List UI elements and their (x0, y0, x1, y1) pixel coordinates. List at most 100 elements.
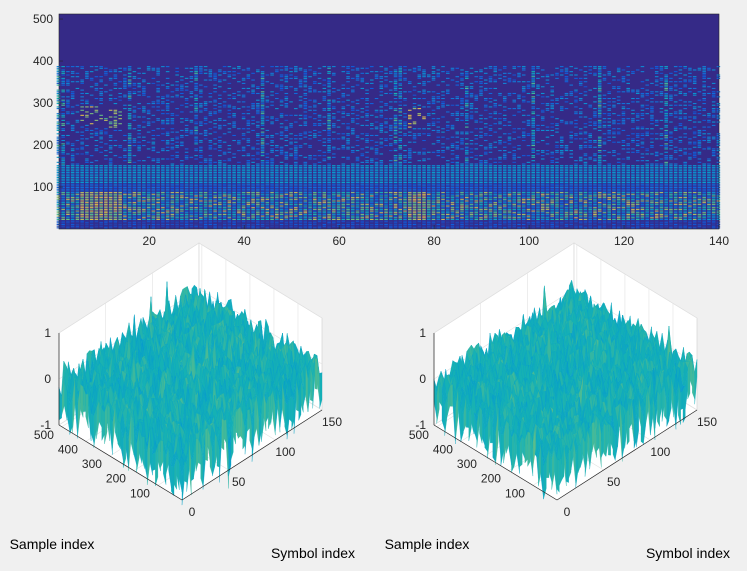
spectrogram-cell (294, 178, 298, 180)
spectrogram-cell (165, 171, 170, 173)
spectrogram-cell (146, 227, 151, 229)
spectrogram-cell (123, 190, 127, 192)
spectrogram-cell (265, 166, 270, 168)
spectrogram-cell (336, 218, 341, 221)
spectrogram-cell (260, 114, 265, 116)
spectrogram-cell (99, 114, 103, 116)
spectrogram-cell (351, 190, 355, 192)
spectrogram-cell (123, 82, 127, 84)
spectrogram-cell (132, 178, 137, 180)
spectrogram-cell (341, 101, 346, 103)
spectrogram-cell (275, 170, 279, 172)
spectrogram-cell (322, 222, 327, 224)
spectrogram-cell (137, 181, 141, 184)
spectrogram-cell (165, 82, 170, 84)
spectrogram-cell (70, 225, 75, 227)
spectrogram-cell (408, 166, 412, 168)
spectrogram-cell (180, 183, 184, 185)
spectrogram-cell (208, 92, 213, 95)
spectrogram-cell (294, 141, 298, 143)
spectrogram-cell (184, 151, 189, 153)
spectrogram-cell (108, 151, 113, 153)
spectrogram-cell (89, 190, 94, 192)
spectrogram-cell (351, 175, 355, 177)
spectrogram-cell (256, 92, 260, 95)
spectrogram-cell (270, 151, 274, 153)
spectrogram-cell (203, 161, 208, 163)
spectrogram-cell (436, 183, 441, 185)
spectrogram-cell (313, 165, 317, 167)
spectrogram-cell (237, 101, 241, 103)
spectrogram-cell (94, 69, 99, 71)
spectrogram-cell (351, 69, 355, 71)
spectrogram-cell (284, 81, 289, 83)
spectrogram-cell (237, 108, 241, 110)
spectrogram-cell (436, 168, 441, 170)
spectrogram-cell (184, 86, 189, 88)
spectrogram-cell (346, 192, 350, 194)
spectrogram-cell (194, 129, 198, 131)
spectrogram-cell (222, 181, 227, 184)
spectrogram-cell (341, 197, 346, 199)
spectrogram-cell (80, 218, 84, 221)
spectrogram-cell (61, 176, 65, 179)
spectrogram-cell (284, 203, 289, 205)
spectrogram-cell (422, 97, 426, 100)
spectrogram-cell (170, 170, 175, 172)
spectrogram-cell (303, 166, 308, 168)
spectrogram-cell (298, 138, 303, 140)
spectrogram-cell (94, 212, 99, 214)
spectrogram-cell (61, 81, 65, 83)
spectrogram-cell (427, 222, 431, 224)
spectrogram-cell (113, 178, 118, 180)
spectrogram-cell (284, 76, 289, 78)
spectrogram-cell (422, 151, 426, 153)
spectrogram-cell (427, 128, 431, 130)
spectrogram-cell (246, 161, 251, 163)
spectrogram-cell (123, 67, 127, 69)
spectrogram-cell (127, 113, 132, 115)
spectrogram-cell (218, 71, 222, 73)
spectrogram-cell (275, 150, 279, 152)
spectrogram-cell (279, 193, 284, 195)
spectrogram-cell (80, 176, 84, 179)
spectrogram-cell (370, 175, 374, 177)
spectrogram-cell (346, 166, 350, 168)
spectrogram-cell (408, 151, 412, 153)
spectrogram-cell (298, 202, 303, 204)
spectrogram-cell (56, 91, 61, 93)
spectrogram-cell (70, 185, 75, 187)
spectrogram-cell (275, 187, 279, 189)
spectrogram-cell (365, 187, 369, 189)
spectrogram-cell (317, 190, 322, 192)
spectrogram-cell (308, 69, 312, 71)
spectrogram-cell (108, 171, 113, 173)
spectrogram-cell (260, 128, 265, 130)
spectrogram-cell (194, 197, 198, 199)
spectrogram-cell (436, 225, 441, 227)
spectrogram-cell (341, 178, 346, 180)
spectrogram-cell (355, 225, 360, 227)
spectrogram-cell (213, 143, 217, 145)
spectrogram-cell (146, 168, 151, 170)
spectrogram-cell (341, 212, 346, 214)
spectrogram-cell (194, 198, 198, 200)
spectrogram-cell (436, 222, 441, 224)
spectrogram-cell (199, 193, 203, 195)
spectrogram-cell (260, 113, 265, 115)
spectrogram-cell (218, 141, 222, 143)
spectrogram-cell (393, 141, 398, 143)
spectrogram-cell (142, 171, 146, 173)
spectrogram-cell (431, 225, 436, 227)
spectrogram-cell (374, 161, 379, 163)
spectrogram-cell (80, 119, 84, 121)
spectrogram-cell (175, 203, 179, 205)
spectrogram-cell (408, 193, 412, 195)
spectrogram-cell (246, 166, 251, 168)
spectrogram-cell (156, 225, 160, 227)
spectrogram-cell (308, 223, 312, 226)
spectrogram-cell (341, 92, 346, 95)
spectrogram-cell (389, 145, 393, 147)
spectrogram-cell (123, 198, 127, 200)
spectrogram-cell (346, 168, 350, 170)
